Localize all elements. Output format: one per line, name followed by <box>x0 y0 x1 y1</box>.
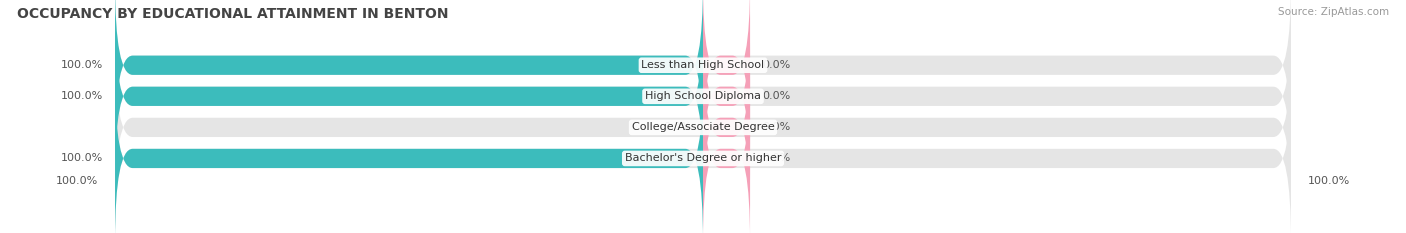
Text: 100.0%: 100.0% <box>56 176 98 186</box>
FancyBboxPatch shape <box>115 75 1291 233</box>
Text: 0.0%: 0.0% <box>664 122 692 132</box>
Text: 100.0%: 100.0% <box>1308 176 1350 186</box>
Text: OCCUPANCY BY EDUCATIONAL ATTAINMENT IN BENTON: OCCUPANCY BY EDUCATIONAL ATTAINMENT IN B… <box>17 7 449 21</box>
Text: High School Diploma: High School Diploma <box>645 91 761 101</box>
Text: 0.0%: 0.0% <box>762 154 790 163</box>
FancyBboxPatch shape <box>115 13 703 180</box>
Text: Less than High School: Less than High School <box>641 60 765 70</box>
FancyBboxPatch shape <box>115 75 703 233</box>
FancyBboxPatch shape <box>115 0 703 149</box>
FancyBboxPatch shape <box>703 0 749 149</box>
Text: Bachelor's Degree or higher: Bachelor's Degree or higher <box>624 154 782 163</box>
FancyBboxPatch shape <box>703 75 749 233</box>
Text: 100.0%: 100.0% <box>60 60 103 70</box>
FancyBboxPatch shape <box>703 13 749 180</box>
Text: 100.0%: 100.0% <box>60 91 103 101</box>
Text: 0.0%: 0.0% <box>762 60 790 70</box>
Text: Source: ZipAtlas.com: Source: ZipAtlas.com <box>1278 7 1389 17</box>
FancyBboxPatch shape <box>115 0 1291 149</box>
Text: College/Associate Degree: College/Associate Degree <box>631 122 775 132</box>
Text: 100.0%: 100.0% <box>60 154 103 163</box>
Text: 0.0%: 0.0% <box>762 91 790 101</box>
FancyBboxPatch shape <box>115 44 1291 211</box>
Text: 0.0%: 0.0% <box>762 122 790 132</box>
FancyBboxPatch shape <box>115 13 1291 180</box>
FancyBboxPatch shape <box>703 44 749 211</box>
